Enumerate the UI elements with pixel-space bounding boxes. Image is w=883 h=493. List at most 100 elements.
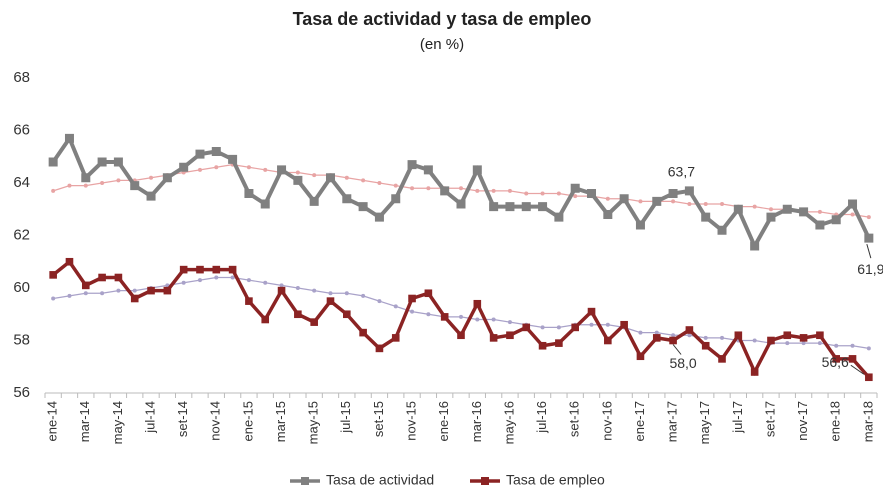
point-marker xyxy=(100,181,105,185)
point-marker xyxy=(312,173,317,178)
point-marker xyxy=(295,170,300,175)
point-marker xyxy=(506,331,514,340)
point-marker xyxy=(410,309,415,314)
point-marker xyxy=(67,293,72,298)
point-marker xyxy=(638,199,643,204)
point-marker xyxy=(685,326,694,334)
point-marker xyxy=(147,286,155,295)
point-marker xyxy=(654,330,659,335)
point-marker xyxy=(116,288,121,293)
point-marker xyxy=(587,307,596,316)
x-tick-label: nov-17 xyxy=(795,401,810,441)
legend-label: Tasa de empleo xyxy=(506,472,605,488)
x-tick-label: set-15 xyxy=(371,401,386,437)
point-marker xyxy=(67,183,72,188)
legend-marker xyxy=(481,477,489,485)
point-marker xyxy=(768,207,773,212)
point-marker xyxy=(538,341,547,350)
point-marker xyxy=(113,157,123,167)
point-marker xyxy=(718,355,726,363)
x-tick-label: may-16 xyxy=(501,401,516,444)
point-marker xyxy=(587,189,597,198)
x-tick-label: set-14 xyxy=(175,401,190,437)
point-marker xyxy=(310,318,318,326)
point-marker xyxy=(801,341,806,346)
point-marker xyxy=(816,331,824,340)
point-marker xyxy=(65,257,74,266)
point-marker xyxy=(132,288,137,293)
point-marker xyxy=(51,296,56,301)
point-marker xyxy=(459,186,463,191)
point-marker xyxy=(785,341,790,346)
point-marker xyxy=(391,194,401,204)
point-marker xyxy=(799,207,809,217)
point-marker xyxy=(489,334,498,342)
point-marker xyxy=(230,275,235,280)
point-marker xyxy=(507,320,512,325)
x-tick-label: mar-14 xyxy=(77,401,92,442)
point-marker xyxy=(228,154,238,164)
point-marker xyxy=(850,343,855,348)
point-marker xyxy=(344,175,349,180)
x-tick-label: nov-16 xyxy=(599,401,614,441)
point-marker xyxy=(752,204,757,209)
x-tick-label: may-15 xyxy=(306,401,321,444)
point-marker xyxy=(571,323,579,332)
point-marker xyxy=(374,212,384,222)
x-tick-label: may-14 xyxy=(110,401,125,444)
point-marker xyxy=(522,323,531,332)
label-leader xyxy=(866,243,872,259)
series xyxy=(51,275,871,351)
point-marker xyxy=(620,320,628,329)
point-marker xyxy=(703,202,708,206)
point-marker xyxy=(393,304,398,309)
point-marker xyxy=(263,280,268,285)
point-marker xyxy=(459,314,463,319)
point-marker xyxy=(605,196,610,201)
point-marker xyxy=(766,212,776,222)
x-tick-label: jul-15 xyxy=(338,401,353,434)
y-tick-label: 58 xyxy=(13,331,30,348)
point-marker xyxy=(244,189,254,198)
series-line xyxy=(52,259,871,379)
point-marker xyxy=(263,167,268,172)
point-marker xyxy=(521,202,531,212)
point-marker xyxy=(326,297,335,305)
point-marker xyxy=(245,297,253,305)
x-tick-label: ene-17 xyxy=(632,401,647,441)
point-marker xyxy=(619,194,629,204)
point-marker xyxy=(130,294,139,303)
x-tick-label: jul-14 xyxy=(142,401,157,434)
point-marker xyxy=(359,328,367,337)
point-marker xyxy=(246,278,251,283)
point-marker xyxy=(97,157,107,167)
point-marker xyxy=(556,191,561,196)
point-marker xyxy=(64,133,74,143)
point-marker xyxy=(817,209,822,214)
y-tick-label: 68 xyxy=(13,69,30,86)
point-marker xyxy=(197,167,202,172)
point-marker xyxy=(475,188,480,193)
point-marker xyxy=(377,299,382,304)
point-marker xyxy=(491,317,496,322)
point-marker xyxy=(98,273,106,282)
point-marker xyxy=(293,175,303,185)
point-marker xyxy=(261,315,270,324)
point-marker xyxy=(457,331,465,340)
data-label: 56,6 xyxy=(822,354,849,370)
point-marker xyxy=(260,199,270,209)
point-marker xyxy=(277,286,286,295)
point-marker xyxy=(214,165,219,170)
point-marker xyxy=(83,291,88,296)
point-marker xyxy=(358,202,368,212)
point-marker xyxy=(165,283,170,288)
point-marker xyxy=(717,225,727,235)
point-marker xyxy=(408,294,416,303)
point-marker xyxy=(767,336,775,345)
point-marker xyxy=(344,291,349,296)
chart-subtitle: (en %) xyxy=(420,36,464,53)
point-marker xyxy=(423,165,433,175)
point-marker xyxy=(426,312,431,317)
y-tick-label: 64 xyxy=(13,174,30,191)
